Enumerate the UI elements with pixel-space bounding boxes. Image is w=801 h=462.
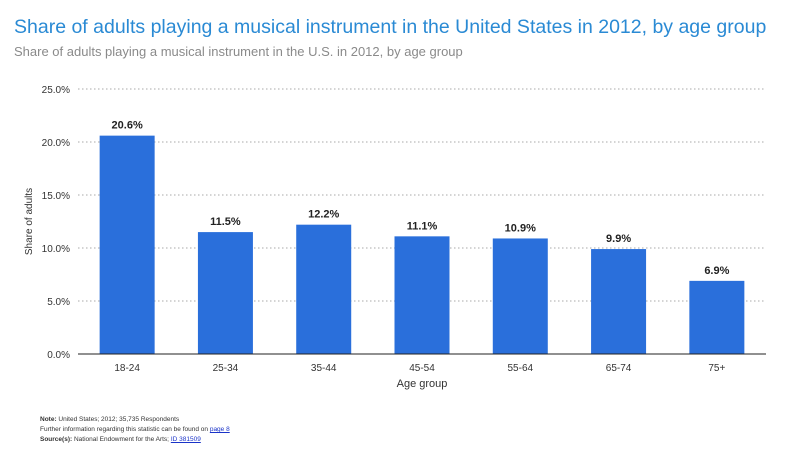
footnote-note: Note: United States; 2012; 35,735 Respon… bbox=[40, 416, 180, 424]
x-tick-label: 35-44 bbox=[311, 363, 337, 374]
y-tick-label: 25.0% bbox=[42, 85, 70, 96]
data-labels: 20.6% 11.5% 12.2% 11.1% 10.9% 9.9% 6.9% bbox=[112, 120, 730, 277]
info-link[interactable]: page 8 bbox=[209, 426, 230, 433]
y-tick-label: 0.0% bbox=[47, 350, 70, 361]
x-tick-label: 55-64 bbox=[507, 363, 533, 374]
info-text: Further information regarding this stati… bbox=[40, 426, 209, 433]
data-label: 6.9% bbox=[704, 265, 729, 277]
bars bbox=[99, 135, 745, 354]
bar-65-74[interactable] bbox=[591, 249, 647, 354]
bar-35-44[interactable] bbox=[296, 224, 352, 354]
y-tick-label: 5.0% bbox=[47, 297, 70, 308]
source-text: National Endowment for the Arts; bbox=[73, 436, 169, 443]
x-tick-label: 45-54 bbox=[409, 363, 435, 374]
x-tick-label: 75+ bbox=[708, 363, 725, 374]
y-axis-label: Share of adults bbox=[24, 188, 35, 255]
bar-55-64[interactable] bbox=[492, 238, 548, 354]
source-label: Source(s): bbox=[40, 436, 73, 443]
y-axis-ticks: 0.0% 5.0% 10.0% 15.0% 20.0% 25.0% bbox=[42, 85, 70, 361]
bar-18-24[interactable] bbox=[99, 135, 155, 354]
note-label: Note: bbox=[40, 416, 57, 423]
y-tick-label: 10.0% bbox=[42, 244, 70, 255]
footnote-info: Further information regarding this stati… bbox=[40, 426, 230, 434]
data-label: 20.6% bbox=[112, 120, 143, 132]
bar-75+[interactable] bbox=[689, 280, 745, 354]
y-tick-label: 20.0% bbox=[42, 138, 70, 149]
bar-25-34[interactable] bbox=[197, 232, 253, 354]
chart-title: Share of adults playing a musical instru… bbox=[14, 16, 767, 38]
y-tick-label: 15.0% bbox=[42, 191, 70, 202]
x-tick-label: 18-24 bbox=[114, 363, 140, 374]
data-label: 9.9% bbox=[606, 233, 631, 245]
x-axis-ticks: 18-24 25-34 35-44 45-54 55-64 65-74 75+ bbox=[114, 363, 725, 374]
x-tick-label: 65-74 bbox=[606, 363, 632, 374]
x-tick-label: 25-34 bbox=[213, 363, 239, 374]
bar-45-54[interactable] bbox=[394, 236, 450, 354]
data-label: 11.1% bbox=[407, 220, 438, 232]
footnote-source: Source(s): National Endowment for the Ar… bbox=[40, 436, 201, 444]
data-label: 10.9% bbox=[505, 222, 536, 234]
chart-subtitle: Share of adults playing a musical instru… bbox=[14, 44, 463, 59]
x-axis-label: Age group bbox=[397, 378, 448, 390]
source-link[interactable]: ID 381509 bbox=[170, 436, 201, 443]
note-text: United States; 2012; 35,735 Respondents bbox=[58, 416, 180, 423]
data-label: 12.2% bbox=[308, 209, 339, 221]
data-label: 11.5% bbox=[210, 216, 241, 228]
